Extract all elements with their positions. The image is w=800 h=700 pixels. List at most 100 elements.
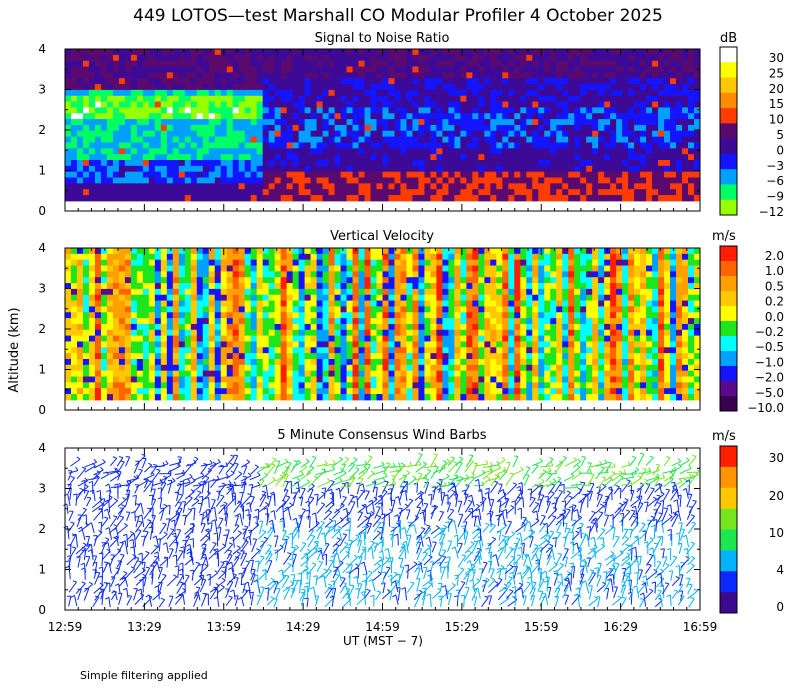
vv-cell <box>400 300 407 307</box>
vv-cell <box>430 335 437 342</box>
vv-cell <box>388 388 395 395</box>
snr-cell <box>274 113 282 120</box>
snr-cell <box>442 189 449 196</box>
snr-cell <box>226 84 234 91</box>
snr-cell <box>676 159 683 167</box>
snr-cell <box>220 78 228 85</box>
snr-cell <box>310 148 318 155</box>
vv-cell <box>82 376 90 383</box>
snr-cell <box>646 78 653 85</box>
snr-cell <box>292 130 300 138</box>
vv-cell <box>532 306 539 313</box>
vv-cell <box>280 329 288 337</box>
vv-cell <box>166 312 174 319</box>
vv-cell <box>190 259 198 267</box>
snr-cell <box>610 154 617 161</box>
vv-cell <box>250 353 258 360</box>
snr-cell <box>256 95 264 103</box>
snr-cell <box>658 72 665 79</box>
snr-cell <box>94 78 102 85</box>
vv-cell <box>166 323 174 331</box>
snr-cell <box>412 195 419 202</box>
vv-cell <box>526 306 533 313</box>
vv-cell <box>460 312 467 319</box>
vv-cell <box>238 364 246 372</box>
snr-cell <box>682 148 689 155</box>
snr-cell <box>670 95 677 103</box>
vv-cell <box>358 335 366 342</box>
snr-cell <box>448 113 455 120</box>
vv-cell <box>160 394 168 401</box>
snr-cell <box>268 101 276 108</box>
snr-cell <box>76 148 84 155</box>
vv-cell <box>124 271 132 278</box>
snr-cell <box>508 171 515 179</box>
vv-cell <box>520 283 527 290</box>
snr-cell <box>490 95 497 103</box>
vv-cell <box>250 253 258 261</box>
snr-cell <box>544 177 551 184</box>
vv-cell <box>496 248 503 255</box>
vv-cell <box>406 370 413 378</box>
vv-cell <box>298 265 306 272</box>
snr-cell <box>580 119 587 126</box>
vv-cell <box>154 382 162 389</box>
snr-cell <box>370 95 378 103</box>
vv-cell <box>460 358 467 366</box>
snr-cell <box>172 49 180 56</box>
snr-cell <box>430 130 437 138</box>
snr-cell <box>172 101 180 108</box>
snr-cell <box>220 154 228 161</box>
snr-cell <box>232 154 240 161</box>
vv-cell <box>382 288 389 296</box>
snr-cell <box>214 66 222 73</box>
snr-cell <box>232 78 240 85</box>
snr-cell <box>562 183 569 190</box>
snr-cell <box>340 113 348 120</box>
snr-cell <box>82 49 90 56</box>
snr-cell <box>136 89 144 97</box>
snr-cell <box>268 84 276 91</box>
snr-cell <box>214 107 222 114</box>
snr-cell <box>544 89 551 97</box>
vv-cell <box>196 277 204 284</box>
snr-cell <box>406 148 413 155</box>
vv-cell <box>328 318 336 325</box>
vv-cell <box>166 329 174 337</box>
snr-cell <box>70 142 78 149</box>
vv-cell <box>238 265 246 272</box>
snr-cell <box>322 119 330 126</box>
snr-cell <box>538 101 545 108</box>
vv-cell <box>172 283 180 290</box>
vv-cell <box>70 347 78 354</box>
snr-cell <box>65 130 72 138</box>
snr-cell <box>250 54 258 62</box>
vv-cell <box>466 300 473 307</box>
vv-cell <box>526 300 533 307</box>
snr-cell <box>214 54 222 62</box>
snr-cell <box>664 148 671 155</box>
snr-cell <box>496 60 503 68</box>
snr-cell <box>358 95 366 103</box>
vv-cell <box>370 347 378 354</box>
snr-cell <box>298 177 306 184</box>
vv-cell <box>472 358 479 366</box>
snr-cell <box>472 177 479 184</box>
vv-cell <box>478 353 485 360</box>
snr-cell <box>694 95 701 103</box>
snr-cell <box>580 124 587 132</box>
snr-cell <box>70 119 78 126</box>
snr-cell <box>406 195 413 202</box>
snr-cell <box>694 148 701 155</box>
vv-cell <box>76 335 84 342</box>
vv-cell <box>298 248 306 255</box>
vv-cell <box>208 382 216 389</box>
snr-cell <box>220 165 228 173</box>
vv-cell <box>406 312 413 319</box>
snr-cell <box>532 130 539 138</box>
vv-cell <box>190 335 198 342</box>
vv-cell <box>226 329 234 337</box>
vv-cell <box>172 364 180 372</box>
vv-cell <box>424 300 431 307</box>
snr-cell <box>580 84 587 91</box>
